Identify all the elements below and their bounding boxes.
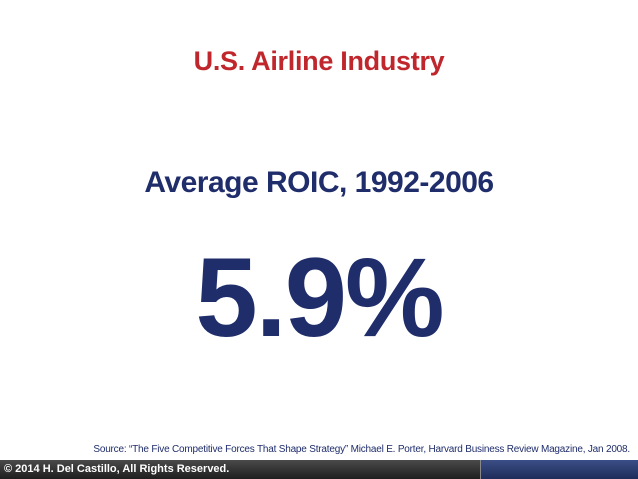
source-note: Source: “The Five Competitive Forces Tha… xyxy=(93,444,630,455)
copyright: © 2014 H. Del Castillo, All Rights Reser… xyxy=(4,463,230,475)
footer-bar xyxy=(0,460,638,479)
key-figure: 5.9% xyxy=(195,235,444,360)
footer-accent xyxy=(480,460,638,479)
slide-title: U.S. Airline Industry xyxy=(193,46,445,76)
slide-subtitle: Average ROIC, 1992-2006 xyxy=(144,166,494,199)
